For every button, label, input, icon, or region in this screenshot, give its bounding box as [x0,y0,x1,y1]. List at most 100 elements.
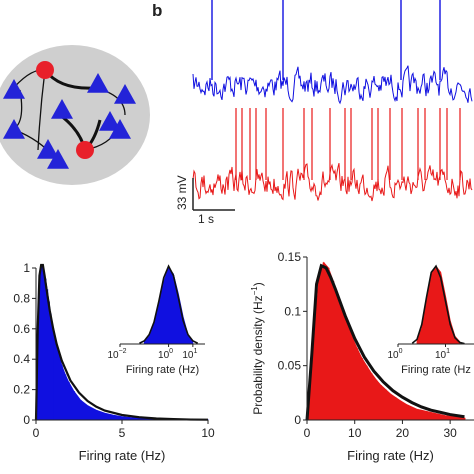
histogram-bar [72,391,75,420]
histogram-bar [375,379,378,420]
histogram-bar [129,417,132,420]
histogram-bar [95,410,98,420]
histogram-bar [337,295,340,420]
histogram-bar [434,413,437,420]
histogram-bar [64,374,67,420]
y-tick-label: 1 [23,261,30,275]
histogram-bar [399,400,402,420]
y-tick-label: 0.2 [13,383,30,397]
x-tick-label: 5 [119,426,126,440]
right-histogram-panel: 0 10 20 30 0 0.05 0.1 0.15 Firing rate (Hz) Proba… [250,250,474,463]
x-tick-label: 0 [33,426,40,440]
inset-x-axis-label: Firing rate (Hz) [126,364,199,376]
y-tick-label: 0.8 [13,291,30,305]
histogram-bar [351,337,354,420]
histogram-bar [47,301,50,420]
histogram-bar [41,266,44,420]
histogram-bar [360,358,363,420]
histogram-bar [46,289,49,420]
fit-curve [34,263,209,421]
inset-x-axis-label: Firing rate (Hz [401,364,471,376]
excitatory-neuron [37,139,59,159]
histogram-bar [341,311,344,420]
voltage-traces: 33 mV 1 s [175,0,473,226]
histogram-bar [384,389,387,420]
histogram-bar [425,411,428,420]
inset-fit-curve [411,264,465,345]
y-tick-label: 0.4 [13,352,30,366]
histogram-bar [406,404,409,420]
excitatory-neuron [3,119,25,139]
histogram-bar [463,417,466,420]
histogram-bar [67,382,70,420]
histogram-bar [138,418,141,420]
network-diagram [0,45,150,185]
y-axis-label: Probability density (Hz−1) [250,282,265,415]
excitatory-neuron [109,119,131,139]
excitatory-neuron [87,73,109,93]
histogram-bar [53,337,56,420]
histogram-bar [112,415,115,420]
histogram-bar [103,413,106,420]
histogram-bar [44,278,47,420]
scale-time-label: 1 s [198,212,214,226]
histogram-bar [379,385,382,420]
x-tick-label: 30 [443,426,457,440]
histogram-bar [370,373,373,420]
histogram-bar [346,324,349,420]
x-tick-label: 10 [348,426,362,440]
x-tick-label: 0 [304,426,311,440]
histogram-bar [42,271,45,420]
histogram-bar [356,348,359,420]
y-tick-label: 0 [23,413,30,427]
inset-histogram-area [143,266,194,345]
histogram-bar [415,409,418,420]
y-tick-label: 0.6 [13,322,30,336]
histogram-bar [49,313,52,420]
x-axis-label: Firing rate (Hz) [347,448,434,463]
inhibitory-neuron [36,61,54,79]
histogram-bar [79,400,82,420]
blue-spikes [211,0,441,80]
inhibitory-neuron [76,141,94,159]
histogram-bar [39,275,42,420]
histogram-bar [60,365,63,420]
histogram-bar [389,393,392,420]
x-tick-label: 20 [396,426,410,440]
histogram-bar [444,415,447,420]
histogram-bar [365,365,368,420]
excitatory-neuron [51,99,73,119]
histogram-bar [317,278,320,420]
red-voltage-trace [192,162,473,202]
histogram-bar [327,267,330,420]
histogram-bar [86,405,89,420]
histogram-area [306,261,465,421]
histogram-bar [57,353,60,420]
histogram-bar [51,324,54,420]
excitatory-neuron [99,111,121,131]
inset-x-tick-label: 100 [387,348,402,361]
inset-fit-curve [139,264,199,344]
excitatory-neuron [47,149,69,169]
histogram-bar [121,416,123,420]
panel-b-label: b [152,1,162,20]
y-tick-label: 0 [294,413,301,427]
y-tick-label: 0.15 [278,250,302,264]
red-spikes [235,108,461,180]
inset-x-tick-label: 101 [182,348,197,361]
inset-x-tick-label: 101 [435,348,450,361]
scale-voltage-label: 33 mV [175,175,189,210]
histogram-bar [394,397,397,420]
fit-curve [305,263,465,421]
histogram-bar [332,280,335,420]
histogram-bar [453,416,456,420]
histogram-bar [308,398,311,420]
y-tick-label: 0.1 [284,304,301,318]
histogram-bar [322,262,325,420]
excitatory-neuron [3,79,25,99]
inset-x-tick-label: 100 [158,348,173,361]
x-axis-label: Firing rate (Hz) [79,448,166,463]
x-tick-label: 10 [201,426,215,440]
